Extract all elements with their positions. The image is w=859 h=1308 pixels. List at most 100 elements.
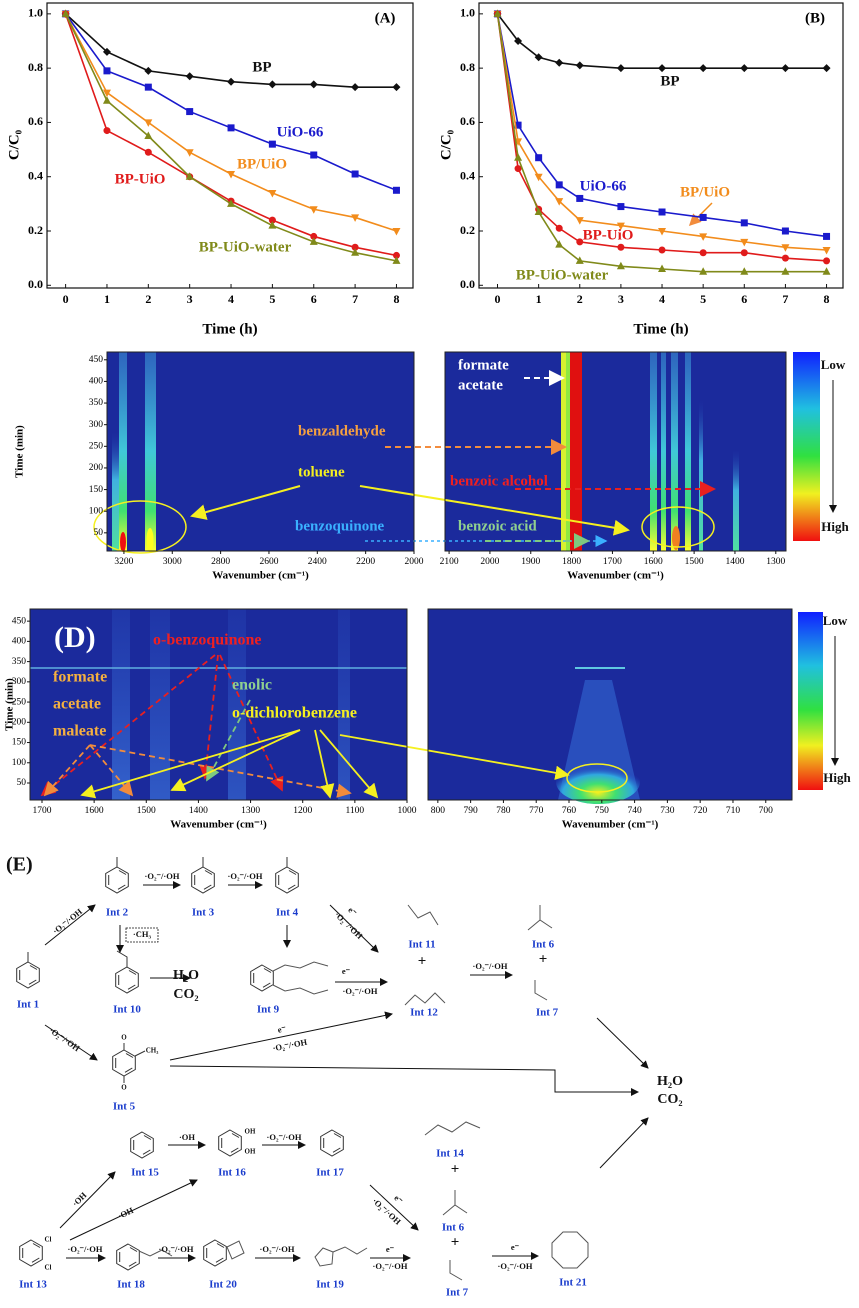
x-tick-label: 3 (618, 292, 624, 306)
reagent: ·O₂⁻/·OH (145, 871, 180, 881)
data-point (740, 249, 748, 257)
series-label: BP-UiO (115, 171, 166, 187)
atom-label: CH₃ (146, 1047, 159, 1055)
data-point (822, 267, 831, 275)
scheme-arrows (44, 881, 649, 1262)
annotation: enolic (232, 677, 272, 694)
intermediate-label: Int 21 (559, 1277, 587, 1289)
y-tick-label: 50 (94, 528, 104, 538)
x-tick-label: 4 (228, 292, 234, 306)
data-point (227, 77, 236, 86)
data-point (514, 153, 523, 161)
x-tick-label: 2 (145, 292, 151, 306)
data-point (781, 64, 790, 73)
data-point (392, 83, 401, 92)
y-tick-label: 450 (89, 355, 104, 365)
data-point (392, 251, 400, 259)
data-point (351, 170, 359, 178)
annotation-arrows-d (40, 654, 570, 799)
y-tick-label: 0.0 (28, 277, 43, 291)
x-axis-label: Wavenumber (cm⁻¹) (212, 570, 309, 582)
data-point (144, 131, 153, 139)
x-tick-label: 1 (536, 292, 542, 306)
x-tick-label: 1700 (603, 557, 622, 567)
annotation: acetate (53, 696, 101, 713)
x-tick-label: 2 (577, 292, 583, 306)
y-tick-label: 1.0 (28, 6, 43, 20)
plus: + (451, 1234, 460, 1250)
data-point (102, 47, 111, 56)
data-point (392, 256, 401, 264)
x-tick-label: 3000 (163, 557, 182, 567)
data-point (822, 247, 831, 255)
data-point (268, 190, 277, 198)
plus: + (418, 953, 427, 969)
data-point (658, 228, 667, 236)
intermediate-label: Int 2 (106, 907, 129, 919)
x-tick-label: 3200 (114, 557, 133, 567)
x-tick-label: 760 (562, 806, 577, 816)
reagent: ·O₂⁻/·OH (473, 961, 508, 971)
intermediate-label: Int 7 (536, 1007, 559, 1019)
x-tick-label: 780 (496, 806, 511, 816)
reagent: ·O₂⁻/·OH (228, 871, 263, 881)
data-point (310, 151, 318, 159)
x-tick-label: 1100 (346, 806, 365, 816)
data-point (699, 213, 707, 221)
intermediate-label: Int 5 (113, 1101, 136, 1113)
x-tick-label: 700 (759, 806, 774, 816)
data-point (144, 119, 153, 127)
plot-frame (46, 2, 414, 289)
reagent: ·O₂⁻/·OH (68, 1244, 103, 1254)
data-point (576, 194, 584, 202)
reagent: e⁻ (392, 1193, 405, 1206)
y-tick-label: 1.0 (460, 6, 475, 20)
data-point (555, 240, 564, 248)
y-tick-label: 0.0 (460, 277, 475, 291)
data-point (351, 214, 360, 222)
reagent: ·O₂⁻/·OH (267, 1132, 302, 1142)
colorbar-label: Low (821, 357, 846, 372)
x-tick-label: 8 (393, 292, 399, 306)
y-axis-label: C/C₀ (438, 129, 454, 160)
y-tick-label: 0.2 (460, 223, 475, 237)
data-point (740, 267, 749, 275)
reagent: e⁻ (342, 966, 351, 976)
y-tick-label: 0.4 (28, 168, 43, 182)
reagent: e⁻ (511, 1242, 520, 1252)
y-tick-label: 0.6 (460, 114, 475, 128)
annotation: benzoic acid (458, 518, 537, 534)
intermediate-label: Int 7 (446, 1287, 469, 1299)
annotation: formate (458, 357, 509, 373)
y-tick-label: 400 (12, 637, 27, 647)
atom-label: O (121, 1034, 127, 1042)
data-point (781, 254, 789, 262)
data-point (740, 64, 749, 73)
x-tick-label: 0 (63, 292, 69, 306)
data-point (61, 9, 70, 17)
x-tick-label: 6 (741, 292, 747, 306)
x-tick-label: 710 (726, 806, 741, 816)
reagent: ·O₂⁻/·OH (343, 986, 378, 996)
annotation: o-dichlorobenzene (232, 705, 357, 722)
data-point (699, 267, 708, 275)
reagent: ·O₂⁻/·OH (260, 1244, 295, 1254)
x-tick-label: 1300 (766, 557, 785, 567)
data-point (555, 58, 564, 67)
scheme-structures (16, 857, 589, 1281)
data-point (351, 243, 359, 251)
y-tick-label: 150 (12, 738, 27, 748)
x-tick-label: 740 (627, 806, 642, 816)
data-point (534, 207, 543, 215)
heatmap-frame (444, 351, 787, 552)
series-line (64, 13, 397, 262)
data-point (781, 227, 789, 235)
intermediate-label: Int 16 (218, 1167, 246, 1179)
y-tick-label: 250 (12, 697, 27, 707)
intermediate-label: Int 12 (410, 1007, 438, 1019)
atom-label: OH (245, 1148, 256, 1156)
series-label: BP-UiO (583, 227, 634, 243)
x-tick-label: 1500 (137, 806, 156, 816)
y-axis-label: Time (min) (4, 678, 16, 731)
data-point (103, 67, 111, 75)
